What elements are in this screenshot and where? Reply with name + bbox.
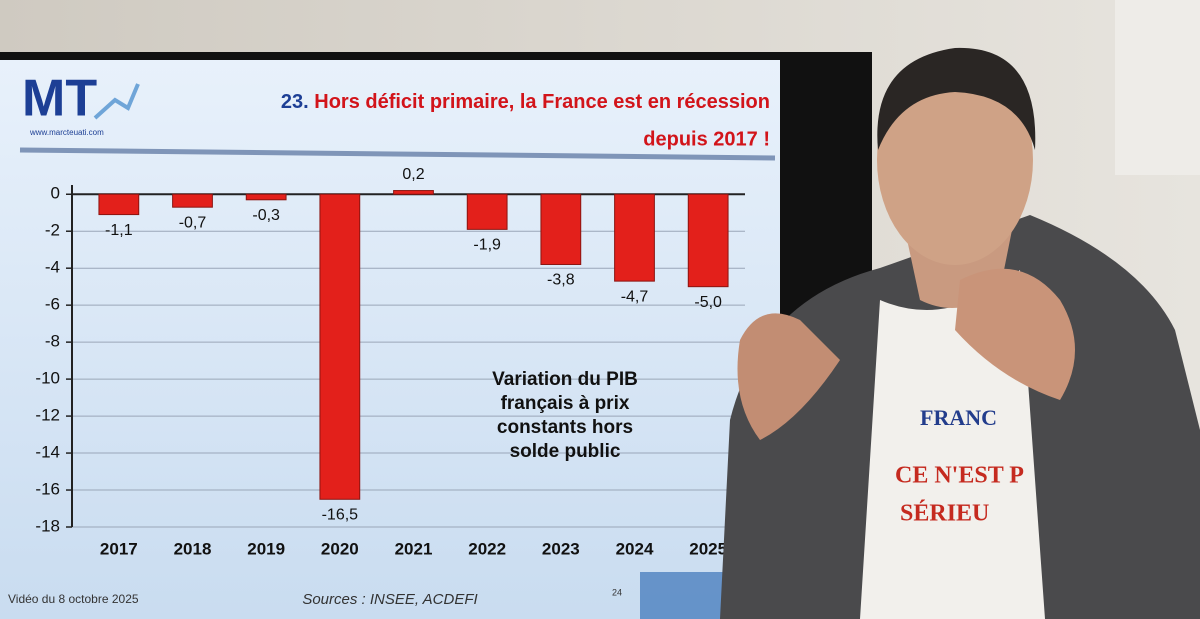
y-tick-label: -16 [35,480,60,499]
value-label: -5,0 [694,294,722,311]
value-label: -1,9 [473,237,501,254]
y-tick-label: -18 [35,516,60,535]
annotation: constants hors [497,417,633,438]
logo-url: www.marcteuati.com [29,128,104,137]
x-tick-label: 2020 [321,539,359,558]
bar [245,193,287,201]
annotation: Variation du PIB [492,369,638,390]
bar [466,193,508,230]
bar [393,190,434,195]
value-label: -0,3 [252,207,280,224]
x-tick-label: 2018 [174,539,212,558]
shirt-text: FRANC [920,405,997,430]
presenter: FRANC CE N'EST P SÉRIEU [720,47,1200,619]
y-tick-label: -14 [35,443,60,462]
y-tick-label: -6 [45,295,60,314]
bar [172,193,213,208]
bar [614,193,655,282]
value-label: -0,7 [179,214,207,231]
annotation: français à prix [501,393,630,414]
hand [737,313,840,440]
plot: 0 -2 -4 -6 -8 -10 -12 -14 -16 -18 2017 -1,1 2018 -0,7… [35,166,745,558]
y-tick-label: -10 [35,369,60,388]
shirt-text: SÉRIEU [900,501,989,527]
shirt-text: CE N'EST P [895,463,1024,489]
x-tick-label: 2021 [395,539,433,558]
title-line: depuis 2017 ! [643,128,770,150]
x-tick-label: 2023 [542,539,580,558]
y-tick-label: -12 [35,406,60,425]
bar [98,193,140,216]
annotation: solde public [510,441,621,462]
x-tick-label: 2022 [468,539,506,558]
value-label: 0,2 [402,166,424,183]
x-tick-label: 2017 [100,539,138,558]
footer-date: Vidéo du 8 octobre 2025 [8,592,139,606]
x-tick-label: 2019 [247,539,285,558]
y-tick-label: -8 [45,332,60,351]
chart-title: 23. Hors déficit primaire, la France est… [281,91,770,113]
page-number: 24 [612,587,622,597]
bar [687,193,729,288]
logo: MT [22,70,97,128]
value-label: -1,1 [105,222,133,239]
y-tick-label: 0 [51,184,60,203]
y-tick-label: -2 [45,221,60,240]
y-tick-label: -4 [45,258,60,277]
bar [319,193,361,500]
title-number: 23. [281,91,309,113]
title-line: Hors déficit primaire, la France est en … [314,91,770,113]
head [877,55,1033,265]
x-tick-label: 2024 [616,539,654,558]
x-tick-label: 2025 [689,539,727,558]
title-rule [19,147,776,161]
bar [540,193,582,265]
shelf [1115,0,1200,175]
sources: Sources : INSEE, ACDEFI [302,591,477,608]
hand [955,268,1075,400]
value-label: -3,8 [547,272,575,289]
value-label: -4,7 [621,288,649,305]
hair [877,47,1036,150]
value-label: -16,5 [322,506,359,523]
logo-arrow [93,83,140,120]
